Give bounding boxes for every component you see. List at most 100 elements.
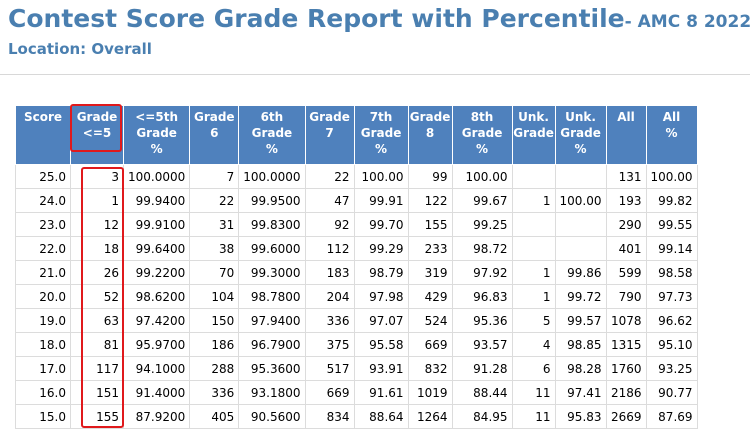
cell-score: 25.0	[15, 164, 71, 189]
table-row: 15.0 155 87.9200 405 90.5600 834 88.64 1264 84.9…	[15, 404, 698, 429]
column-header-unk-grade-pct: Unk. Grade %	[554, 105, 607, 165]
cell-grade-5-pct: 100.0000	[122, 164, 191, 189]
cell-grade-7-pct: 99.29	[353, 236, 409, 261]
column-header-grade-8: Grade 8	[407, 105, 453, 165]
grade-5-header-highlight	[70, 104, 122, 152]
cell-score: 16.0	[15, 380, 71, 405]
cell-grade-6-pct: 90.5600	[238, 404, 306, 429]
cell-grade-5: 52	[70, 284, 124, 309]
cell-grade-7: 336	[304, 308, 355, 333]
cell-grade-6-pct: 99.6000	[238, 236, 306, 261]
cell-grade-6-pct: 95.3600	[238, 356, 306, 381]
cell-grade-5: 1	[70, 188, 124, 213]
cell-score: 19.0	[15, 308, 71, 333]
table-body: 25.0 3 100.0000 7 100.0000 22 100.00 99 100.00 13…	[15, 164, 698, 429]
cell-unk-grade	[511, 212, 556, 237]
cell-unk-grade: 1	[511, 188, 556, 213]
cell-grade-8-pct: 98.72	[451, 236, 513, 261]
cell-score: 24.0	[15, 188, 71, 213]
cell-unk-grade: 6	[511, 356, 556, 381]
cell-grade-8: 429	[407, 284, 453, 309]
cell-score: 23.0	[15, 212, 71, 237]
cell-grade-8: 669	[407, 332, 453, 357]
cell-all: 401	[605, 236, 647, 261]
cell-unk-grade	[511, 236, 556, 261]
cell-grade-7-pct: 97.07	[353, 308, 409, 333]
cell-grade-8-pct: 99.67	[451, 188, 513, 213]
cell-grade-7-pct: 91.61	[353, 380, 409, 405]
cell-grade-6: 31	[189, 212, 240, 237]
table-row: 19.0 63 97.4200 150 97.9400 336 97.07 524 95.36 5…	[15, 308, 698, 333]
report-title-main: Contest Score Grade Report with Percenti…	[8, 4, 625, 33]
cell-score: 15.0	[15, 404, 71, 429]
cell-unk-grade-pct: 98.28	[554, 356, 607, 381]
column-header-grade-7-pct: 7th Grade %	[353, 105, 409, 165]
cell-grade-5-pct: 91.4000	[122, 380, 191, 405]
cell-grade-8-pct: 91.28	[451, 356, 513, 381]
cell-grade-8: 1019	[407, 380, 453, 405]
cell-grade-8-pct: 95.36	[451, 308, 513, 333]
cell-all: 1078	[605, 308, 647, 333]
cell-all-pct: 100.00	[645, 164, 698, 189]
cell-all: 193	[605, 188, 647, 213]
column-header-grade-7: Grade 7	[304, 105, 355, 165]
cell-grade-5: 117	[70, 356, 124, 381]
cell-grade-7: 204	[304, 284, 355, 309]
cell-grade-5: 151	[70, 380, 124, 405]
cell-grade-8-pct: 93.57	[451, 332, 513, 357]
cell-grade-6: 150	[189, 308, 240, 333]
cell-unk-grade: 1	[511, 260, 556, 285]
cell-grade-8: 524	[407, 308, 453, 333]
cell-grade-8: 1264	[407, 404, 453, 429]
cell-all-pct: 97.73	[645, 284, 698, 309]
cell-all-pct: 99.82	[645, 188, 698, 213]
cell-grade-6-pct: 98.7800	[238, 284, 306, 309]
cell-all: 2186	[605, 380, 647, 405]
cell-grade-7-pct: 95.58	[353, 332, 409, 357]
cell-grade-5: 63	[70, 308, 124, 333]
cell-unk-grade-pct: 95.83	[554, 404, 607, 429]
cell-score: 21.0	[15, 260, 71, 285]
cell-score: 22.0	[15, 236, 71, 261]
cell-grade-6-pct: 96.7900	[238, 332, 306, 357]
cell-all-pct: 87.69	[645, 404, 698, 429]
cell-all-pct: 93.25	[645, 356, 698, 381]
cell-all-pct: 99.14	[645, 236, 698, 261]
cell-unk-grade-pct	[554, 212, 607, 237]
cell-grade-8: 99	[407, 164, 453, 189]
cell-grade-7-pct: 99.70	[353, 212, 409, 237]
cell-all: 599	[605, 260, 647, 285]
cell-unk-grade-pct: 99.57	[554, 308, 607, 333]
table-row: 23.0 12 99.9100 31 99.8300 92 99.70 155 99.25 290…	[15, 212, 698, 237]
cell-grade-5: 12	[70, 212, 124, 237]
cell-grade-8-pct: 97.92	[451, 260, 513, 285]
cell-grade-6: 186	[189, 332, 240, 357]
cell-unk-grade: 4	[511, 332, 556, 357]
cell-score: 17.0	[15, 356, 71, 381]
cell-all: 1315	[605, 332, 647, 357]
cell-grade-5-pct: 87.9200	[122, 404, 191, 429]
table-row: 25.0 3 100.0000 7 100.0000 22 100.00 99 100.00 13…	[15, 164, 698, 189]
cell-grade-7: 47	[304, 188, 355, 213]
cell-grade-5-pct: 99.9400	[122, 188, 191, 213]
score-grade-table: Score Grade <=5 <=5th Grade % Grade 6 6th Gr…	[15, 105, 698, 429]
cell-grade-7-pct: 88.64	[353, 404, 409, 429]
table-row: 22.0 18 99.6400 38 99.6000 112 99.29 233 98.72 40…	[15, 236, 698, 261]
cell-unk-grade: 11	[511, 404, 556, 429]
cell-grade-7: 669	[304, 380, 355, 405]
cell-grade-6: 336	[189, 380, 240, 405]
cell-grade-6: 22	[189, 188, 240, 213]
cell-all: 1760	[605, 356, 647, 381]
cell-grade-7: 112	[304, 236, 355, 261]
cell-score: 18.0	[15, 332, 71, 357]
cell-grade-6: 38	[189, 236, 240, 261]
cell-grade-5: 155	[70, 404, 124, 429]
cell-grade-6-pct: 93.1800	[238, 380, 306, 405]
column-header-grade-5-pct: <=5th Grade %	[122, 105, 191, 165]
cell-grade-6: 104	[189, 284, 240, 309]
report-title-contest: - AMC 8 2022	[624, 12, 750, 32]
table-row: 20.0 52 98.6200 104 98.7800 204 97.98 429 96.83 1…	[15, 284, 698, 309]
cell-grade-6-pct: 97.9400	[238, 308, 306, 333]
cell-grade-7-pct: 100.00	[353, 164, 409, 189]
cell-unk-grade-pct: 99.86	[554, 260, 607, 285]
